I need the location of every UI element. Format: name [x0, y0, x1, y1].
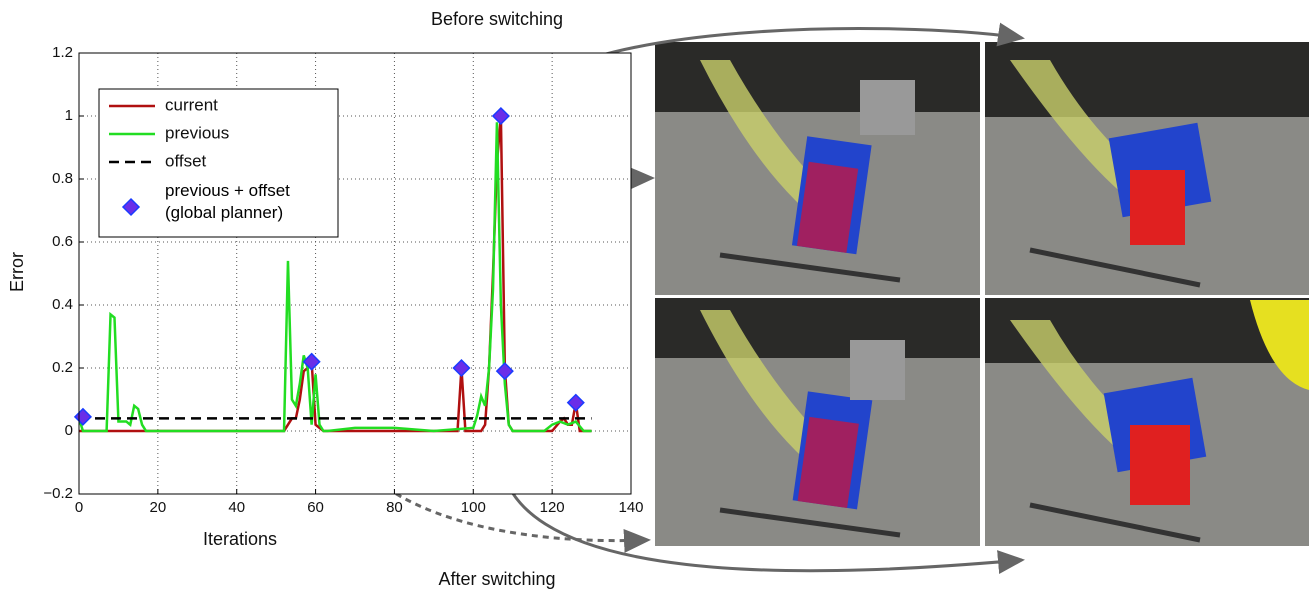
- arrow: [333, 431, 651, 553]
- marker: [566, 393, 585, 412]
- x-axis-label: Iterations: [203, 529, 277, 549]
- x-tick-label: 120: [540, 499, 565, 516]
- y-tick-label: 0.2: [52, 359, 73, 376]
- x-tick-label: 100: [461, 499, 486, 516]
- legend-box: [98, 88, 339, 238]
- marker: [452, 358, 471, 378]
- y-tick-label: 0.8: [52, 170, 73, 187]
- y-tick-label: 1: [65, 107, 73, 124]
- marker: [491, 106, 510, 126]
- annotation: After switching: [438, 569, 555, 589]
- photo: [655, 298, 980, 546]
- y-tick-label: 0.6: [52, 233, 73, 250]
- photo: [985, 298, 1309, 546]
- photo: [985, 42, 1309, 295]
- y-tick-label: 0: [65, 422, 73, 439]
- x-tick-label: 0: [75, 499, 83, 516]
- y-tick-label: 0.4: [52, 296, 73, 313]
- annotation: Before switching: [431, 9, 563, 29]
- marker: [302, 352, 321, 371]
- photo-panels: [655, 42, 1309, 546]
- y-tick-label: 1.2: [52, 44, 73, 61]
- marker: [495, 362, 514, 381]
- x-tick-label: 80: [386, 499, 403, 516]
- x-tick-label: 40: [228, 499, 245, 516]
- legend-label: current: [165, 95, 218, 114]
- photo: [655, 42, 980, 295]
- legend-marker: [121, 197, 141, 217]
- x-tick-label: 20: [150, 499, 167, 516]
- plot-frame: [78, 52, 632, 495]
- x-tick-label: 60: [307, 499, 324, 516]
- y-tick-label: −0.2: [43, 485, 73, 502]
- series-line: [79, 115, 592, 433]
- legend-label: previous + offset (global planner): [165, 181, 290, 222]
- x-tick-label: 140: [618, 499, 643, 516]
- legend-text-box: previous + offset (global planner): [165, 181, 290, 222]
- y-axis-label: Error: [7, 252, 27, 292]
- legend-label: offset: [165, 151, 207, 170]
- series-line: [77, 122, 592, 433]
- legend-label: previous: [165, 123, 229, 142]
